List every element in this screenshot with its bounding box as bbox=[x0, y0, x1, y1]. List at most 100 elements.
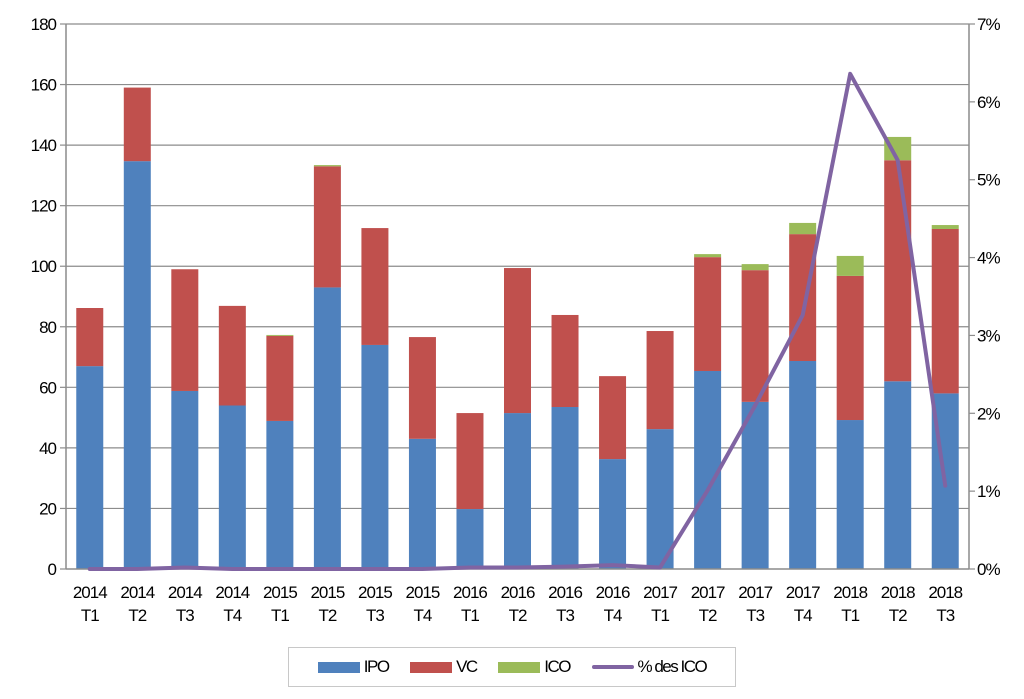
x-tick-label-year: 2016 bbox=[548, 583, 582, 602]
x-tick-label-year: 2016 bbox=[596, 583, 630, 602]
x-tick-label-quarter: T1 bbox=[841, 606, 859, 625]
bar-vc bbox=[931, 228, 959, 394]
bar-ipo bbox=[694, 370, 722, 569]
bar-ico bbox=[313, 165, 341, 167]
legend-label: ICO bbox=[544, 657, 571, 676]
y-tick-label: 120 bbox=[31, 197, 57, 216]
y2-tick-label: 5% bbox=[977, 171, 1000, 190]
bar-vc bbox=[884, 160, 912, 382]
bar-ico bbox=[789, 222, 817, 235]
x-tick-label-year: 2015 bbox=[406, 583, 440, 602]
legend-label: IPO bbox=[363, 657, 390, 676]
legend-item-ico: ICO bbox=[498, 657, 571, 677]
y-tick-label: 40 bbox=[39, 439, 56, 458]
x-tick-label-year: 2015 bbox=[310, 583, 344, 602]
bar-ipo bbox=[789, 360, 817, 569]
bar-vc bbox=[123, 87, 151, 162]
x-tick-label-year: 2015 bbox=[263, 583, 297, 602]
bar-ipo bbox=[123, 161, 151, 570]
bar-ipo bbox=[76, 366, 104, 569]
y-tick-label: 20 bbox=[39, 499, 56, 518]
bar-vc bbox=[361, 228, 389, 345]
bar-vc bbox=[171, 269, 199, 391]
x-tick-label-quarter: T2 bbox=[318, 606, 336, 625]
y2-tick-label: 7% bbox=[977, 15, 1000, 34]
x-tick-label-quarter: T1 bbox=[81, 606, 99, 625]
x-tick-label-year: 2016 bbox=[501, 583, 535, 602]
legend-item-ipo: IPO bbox=[317, 657, 390, 677]
bar-ipo bbox=[313, 287, 341, 569]
legend: IPO VC ICO % des ICO bbox=[288, 647, 736, 687]
x-tick-label-year: 2017 bbox=[691, 583, 725, 602]
legend-item-vc: VC bbox=[410, 657, 478, 677]
bar-ico bbox=[884, 136, 912, 161]
x-tick-label-quarter: T2 bbox=[128, 606, 146, 625]
x-tick-label-quarter: T3 bbox=[366, 606, 384, 625]
bar-ico bbox=[694, 254, 722, 258]
bar-ico bbox=[266, 334, 294, 336]
x-tick-label-quarter: T2 bbox=[509, 606, 527, 625]
bar-vc bbox=[76, 308, 104, 367]
x-tick-label-quarter: T2 bbox=[889, 606, 907, 625]
legend-item-pct-ico: % des ICO bbox=[591, 657, 708, 677]
y2-tick-label: 6% bbox=[977, 93, 1000, 112]
x-tick-label-year: 2016 bbox=[453, 583, 487, 602]
bar-vc bbox=[836, 275, 864, 421]
x-tick-label-quarter: T4 bbox=[604, 606, 622, 625]
bar-ipo bbox=[456, 509, 484, 569]
x-tick-label-quarter: T2 bbox=[699, 606, 717, 625]
bar-vc bbox=[218, 305, 246, 406]
x-tick-label-quarter: T4 bbox=[223, 606, 241, 625]
bar-ipo bbox=[884, 381, 912, 569]
x-tick-label-year: 2014 bbox=[73, 583, 107, 602]
x-tick-label-quarter: T4 bbox=[794, 606, 812, 625]
x-tick-label-year: 2014 bbox=[168, 583, 202, 602]
x-tick-label-quarter: T1 bbox=[271, 606, 289, 625]
y-tick-label: 180 bbox=[31, 15, 57, 34]
legend-label: VC bbox=[456, 657, 478, 676]
x-tick-label-year: 2014 bbox=[120, 583, 154, 602]
y-tick-label: 80 bbox=[39, 318, 56, 337]
bar-ipo bbox=[836, 420, 864, 569]
bar-vc bbox=[599, 376, 627, 460]
bar-ico bbox=[836, 255, 864, 276]
y-tick-label: 160 bbox=[31, 76, 57, 95]
y2-tick-label: 3% bbox=[977, 326, 1000, 345]
legend-swatch-vc bbox=[410, 661, 453, 673]
legend-swatch-ico bbox=[498, 661, 541, 673]
bar-vc bbox=[789, 234, 817, 361]
x-tick-label-quarter: T3 bbox=[746, 606, 764, 625]
y-tick-label: 140 bbox=[31, 136, 57, 155]
bar-ipo bbox=[504, 413, 531, 569]
y2-tick-label: 4% bbox=[977, 249, 1000, 268]
bar-ipo bbox=[218, 405, 246, 569]
x-tick-label-quarter: T1 bbox=[461, 606, 479, 625]
bar-ico bbox=[741, 264, 769, 271]
y2-tick-label: 2% bbox=[977, 404, 1000, 423]
bar-vc bbox=[694, 257, 722, 371]
bar-vc bbox=[313, 166, 341, 288]
legend-swatch-pct-ico bbox=[591, 665, 634, 669]
y-tick-label: 60 bbox=[39, 378, 56, 397]
bar-vc bbox=[741, 270, 769, 402]
legend-swatch-ipo bbox=[317, 661, 360, 673]
x-tick-label-year: 2017 bbox=[786, 583, 820, 602]
x-tick-label-year: 2014 bbox=[215, 583, 249, 602]
bar-ipo bbox=[266, 420, 294, 569]
bar-ipo bbox=[599, 459, 627, 569]
bar-ico bbox=[931, 225, 959, 229]
x-tick-label-quarter: T3 bbox=[936, 606, 954, 625]
bar-vc bbox=[504, 268, 531, 414]
x-tick-label-quarter: T4 bbox=[414, 606, 432, 625]
bar-ipo bbox=[646, 429, 674, 569]
x-tick-label-quarter: T3 bbox=[176, 606, 194, 625]
y-tick-label: 100 bbox=[31, 257, 57, 276]
x-tick-label-year: 2018 bbox=[833, 583, 867, 602]
bar-vc bbox=[646, 331, 674, 430]
bar-vc bbox=[551, 314, 579, 408]
bar-ipo bbox=[361, 344, 389, 569]
x-tick-label-quarter: T3 bbox=[556, 606, 574, 625]
x-tick-label-quarter: T1 bbox=[651, 606, 669, 625]
x-tick-label-year: 2017 bbox=[738, 583, 772, 602]
